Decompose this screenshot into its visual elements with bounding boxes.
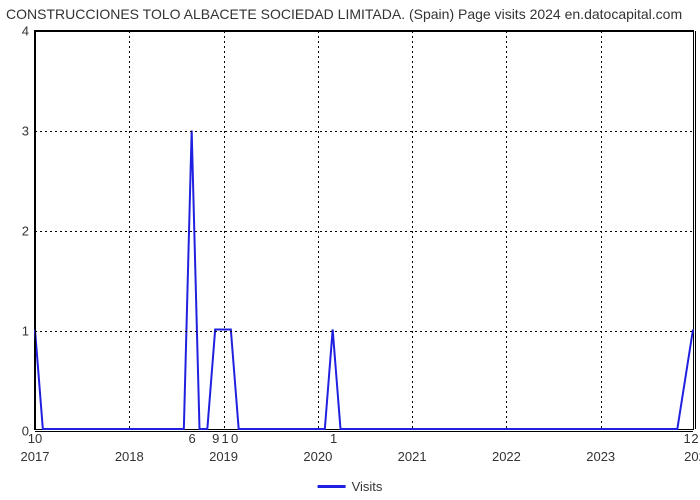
visits-line <box>35 131 693 430</box>
plot-area: 0123420172018201920202021202220232021069… <box>34 30 694 430</box>
legend: Visits <box>318 479 383 494</box>
y-tick-label: 2 <box>22 224 35 239</box>
gridline-v <box>35 31 36 429</box>
y-tick-label: 4 <box>22 24 35 39</box>
gridline-h <box>35 331 693 332</box>
gridline-h <box>35 31 693 32</box>
gridline-v <box>695 31 696 429</box>
x-tick-label: 2020 <box>303 429 332 464</box>
x-tick-label: 2018 <box>115 429 144 464</box>
chart-container: { "chart": { "type": "line", "title": "C… <box>0 0 700 500</box>
point-label: 0 <box>231 429 238 446</box>
line-series <box>35 31 693 429</box>
legend-label: Visits <box>352 479 383 494</box>
gridline-v <box>318 31 319 429</box>
legend-swatch <box>318 485 346 488</box>
gridline-h <box>35 131 693 132</box>
x-tick-label: 2022 <box>492 429 521 464</box>
point-label: 1 <box>330 429 337 446</box>
point-label: 1 <box>684 429 691 446</box>
y-tick-label: 1 <box>22 324 35 339</box>
gridline-v <box>412 31 413 429</box>
x-tick-label: 2023 <box>586 429 615 464</box>
point-label: 2 <box>691 429 698 446</box>
point-label: 1 <box>222 429 229 446</box>
chart-title: CONSTRUCCIONES TOLO ALBACETE SOCIEDAD LI… <box>0 0 700 24</box>
gridline-h <box>35 231 693 232</box>
point-label: 10 <box>28 429 42 446</box>
x-tick-label: 2021 <box>398 429 427 464</box>
gridline-v <box>601 31 602 429</box>
point-label: 9 <box>212 429 219 446</box>
point-label: 6 <box>189 429 196 446</box>
gridline-v <box>506 31 507 429</box>
gridline-v <box>224 31 225 429</box>
gridline-v <box>129 31 130 429</box>
y-tick-label: 3 <box>22 124 35 139</box>
